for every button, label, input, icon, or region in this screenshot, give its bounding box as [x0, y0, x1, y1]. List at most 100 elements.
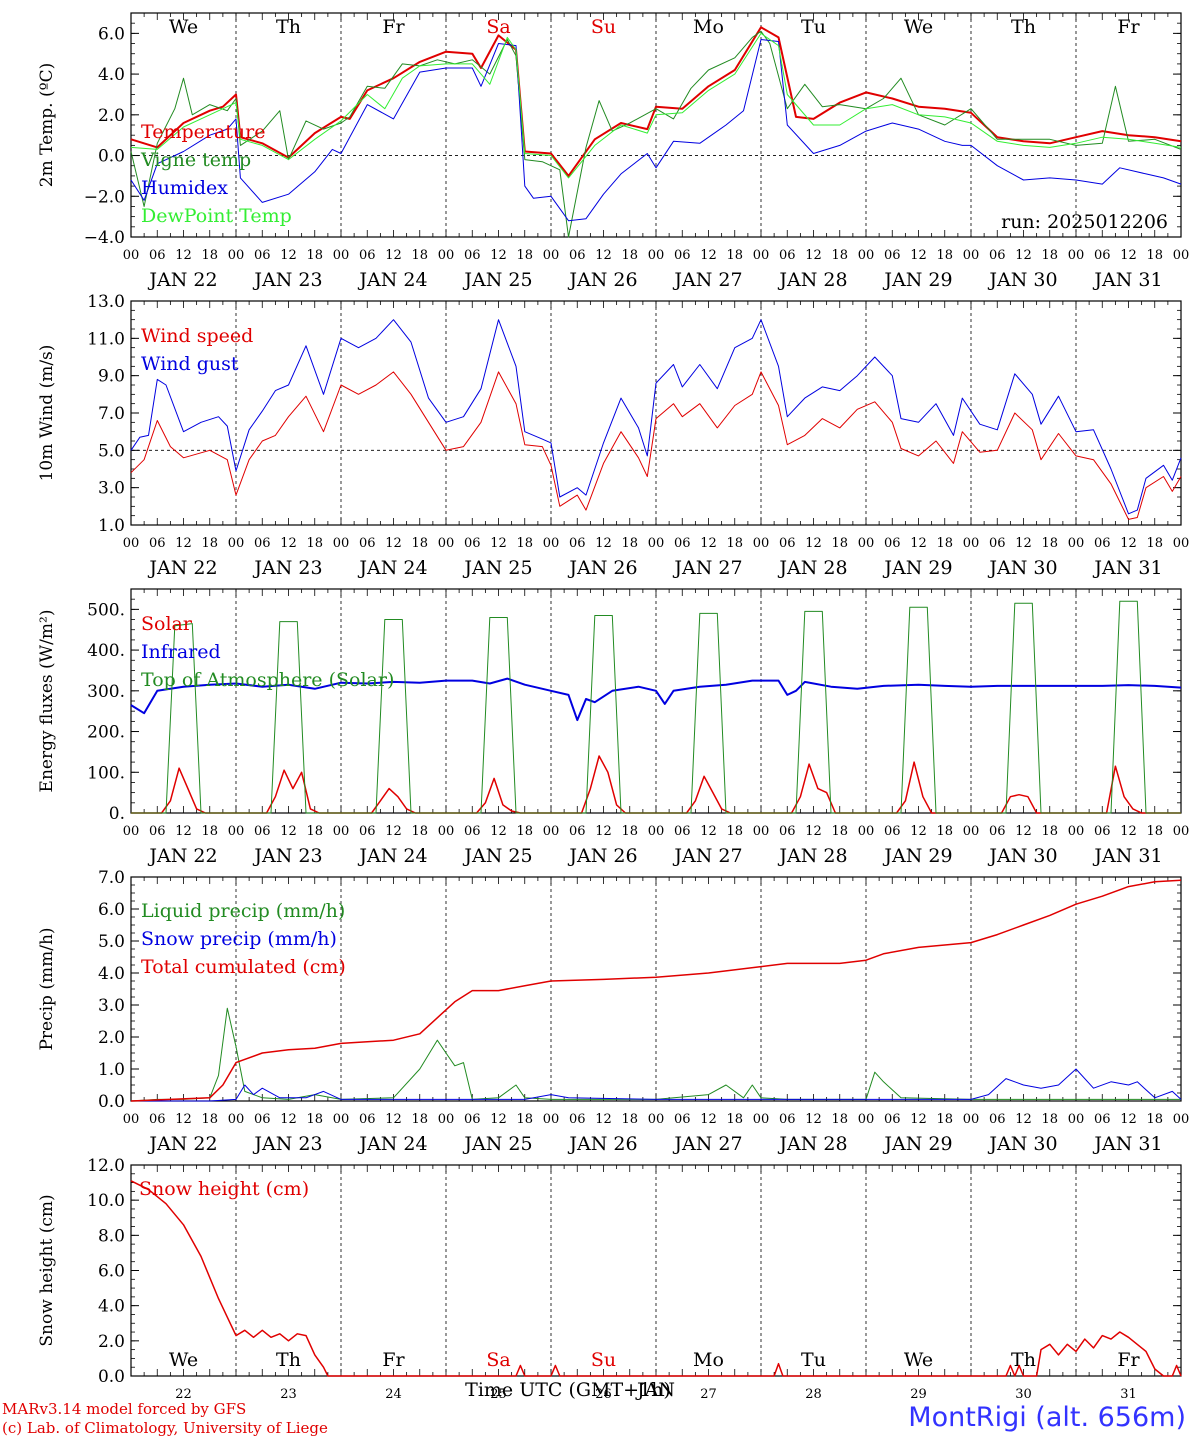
hour-label: 18 [306, 248, 323, 263]
y-tick-label: 6.0 [98, 900, 125, 920]
hour-label: 06 [884, 248, 901, 263]
hour-label: 06 [779, 824, 796, 839]
hour-label: 18 [1041, 1112, 1058, 1127]
date-label: JAN 26 [567, 557, 637, 579]
hour-label: 06 [149, 1112, 166, 1127]
hour-label: 12 [805, 1112, 822, 1127]
hour-label: 00 [963, 536, 980, 551]
run-label: run: 2025012206 [1001, 211, 1168, 233]
day-of-week-label: Th [1011, 1349, 1036, 1371]
y-tick-label: 9.0 [98, 367, 125, 387]
hour-label: 18 [1041, 248, 1058, 263]
hour-label: 12 [910, 536, 927, 551]
hour-label: 00 [123, 1112, 140, 1127]
hour-label: 06 [989, 536, 1006, 551]
hour-label: 12 [385, 536, 402, 551]
day-number-label: 24 [385, 1387, 402, 1400]
hour-label: 12 [805, 824, 822, 839]
hour-label: 00 [1173, 1112, 1190, 1127]
y-axis-title: Snow height (cm) [37, 1194, 57, 1346]
date-label: JAN 22 [147, 845, 217, 867]
hour-label: 18 [621, 248, 638, 263]
hour-label: 00 [228, 536, 245, 551]
hour-label: 06 [779, 536, 796, 551]
day-of-week-label: Fr [382, 16, 405, 38]
hour-label: 00 [648, 824, 665, 839]
hour-label: 06 [149, 536, 166, 551]
date-label: JAN 31 [1092, 845, 1162, 867]
credits: MARv3.14 model forced by GFS (c) Lab. of… [2, 1400, 328, 1438]
hour-label: 00 [1068, 1112, 1085, 1127]
day-of-week-label: Mo [693, 1349, 724, 1371]
hour-label: 06 [1094, 536, 1111, 551]
y-tick-label: 1.0 [98, 516, 125, 536]
legend-entry: Liquid precip (mm/h) [141, 900, 345, 922]
hour-label: 00 [543, 248, 560, 263]
hour-label: 12 [805, 536, 822, 551]
hour-label: 12 [700, 824, 717, 839]
legend-entry: Solar [141, 613, 193, 635]
hour-label: 12 [490, 248, 507, 263]
date-label: JAN 23 [252, 269, 322, 291]
hour-label: 00 [858, 248, 875, 263]
hour-label: 06 [149, 824, 166, 839]
date-label: JAN 31 [1092, 1133, 1162, 1155]
hour-label: 06 [674, 1112, 691, 1127]
hour-label: 00 [1173, 248, 1190, 263]
series-line [130, 677, 1182, 722]
hour-label: 12 [175, 824, 192, 839]
day-of-week-label: Th [276, 1349, 301, 1371]
day-of-week-label: We [169, 16, 198, 38]
hour-label: 18 [201, 1112, 218, 1127]
date-label: JAN 26 [567, 1133, 637, 1155]
series-line [131, 1068, 1182, 1102]
hour-label: 18 [1146, 536, 1163, 551]
y-tick-label: 11.0 [87, 329, 125, 349]
day-number-label: 25 [490, 1387, 507, 1400]
legend-entry: DewPoint Temp [141, 205, 292, 227]
date-label: JAN 27 [672, 845, 742, 867]
hour-label: 06 [464, 536, 481, 551]
hour-label: 18 [726, 824, 743, 839]
panel-4: 7.0 6.0 5.0 4.0 3.0 2.0 1.0 0.0 Precip (mm/h) Liq… [37, 868, 1189, 1155]
hour-label: 12 [280, 824, 297, 839]
hour-label: 06 [464, 1112, 481, 1127]
hour-label: 00 [858, 1112, 875, 1127]
hour-label: 12 [385, 824, 402, 839]
panel-3: 500. 400. 300. 200. 100. 0. Energy fluxes (W/m… [37, 588, 1189, 867]
day-of-week-label: Sa [486, 1349, 510, 1371]
legend-entry: Humidex [141, 177, 228, 199]
hour-label: 12 [910, 1112, 927, 1127]
date-label: JAN 24 [357, 1133, 427, 1155]
y-tick-label: −4.0 [84, 228, 125, 248]
hour-label: 18 [411, 536, 428, 551]
y-tick-label: 6.0 [98, 1262, 125, 1282]
hour-label: 00 [438, 1112, 455, 1127]
date-label: JAN 30 [987, 269, 1057, 291]
day-number-label: 28 [805, 1387, 822, 1400]
hour-label: 18 [516, 824, 533, 839]
hour-label: 00 [228, 248, 245, 263]
series-line [130, 26, 1182, 177]
hour-label: 06 [464, 824, 481, 839]
hour-label: 18 [201, 824, 218, 839]
hour-label: 12 [910, 824, 927, 839]
y-tick-label: 3.0 [98, 996, 125, 1016]
y-tick-label: 0.0 [98, 1367, 125, 1387]
day-of-week-label: Mo [693, 16, 724, 38]
day-number-label: 26 [595, 1387, 612, 1400]
legend-entry: Infrared [141, 641, 221, 663]
hour-label: 06 [884, 536, 901, 551]
day-number-label: 31 [1120, 1387, 1137, 1400]
hour-label: 18 [306, 824, 323, 839]
hour-label: 18 [726, 536, 743, 551]
hour-label: 00 [963, 824, 980, 839]
hour-label: 06 [569, 824, 586, 839]
y-tick-label: 6.0 [98, 24, 125, 44]
hour-label: 18 [936, 536, 953, 551]
hour-label: 12 [490, 1112, 507, 1127]
day-of-week-label: Sa [486, 16, 510, 38]
day-of-week-label: Tu [801, 1349, 826, 1371]
date-label: JAN 25 [462, 269, 532, 291]
y-axis-title: Precip (mm/h) [37, 927, 57, 1050]
